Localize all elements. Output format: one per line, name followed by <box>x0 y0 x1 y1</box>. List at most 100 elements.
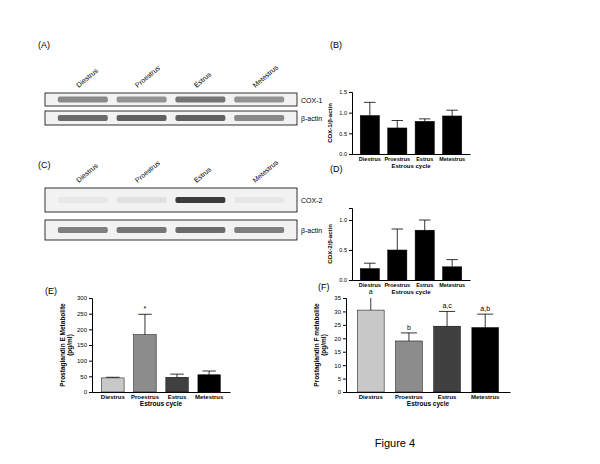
error-stem <box>209 371 210 375</box>
error-stem <box>369 102 370 115</box>
y-axis: 050100150200250300 <box>77 295 93 395</box>
tick-label: 0 <box>84 389 88 395</box>
bar <box>166 377 188 392</box>
blot-band <box>175 197 225 203</box>
error-bar <box>419 220 431 230</box>
x-axis-title: Estrous cycle <box>391 289 431 295</box>
x-tick: Metestrus <box>439 280 465 288</box>
y-tick: 35 <box>334 295 346 301</box>
blot-band <box>175 97 225 103</box>
blot-band <box>58 97 108 103</box>
tick-label: 0 <box>338 389 342 395</box>
tick-mark <box>349 250 352 251</box>
y-axis: 0.00.51.0 <box>339 209 352 284</box>
error-stem <box>144 314 145 334</box>
axis-line <box>343 299 347 393</box>
y-axis-title: COX-2/β-actin <box>327 224 333 264</box>
bar <box>443 267 462 280</box>
figure: (A)DiestrusProestrusEstrusMetestrusCOX-1… <box>0 0 600 464</box>
lane-label: Estrus <box>193 70 213 88</box>
tick-label: 5 <box>338 376 342 382</box>
blot-band <box>234 115 284 121</box>
panel-label: (E) <box>45 286 57 296</box>
y-tick: 300 <box>77 295 92 301</box>
plot-area <box>357 298 498 392</box>
x-axis: DiestrusProestrusEstrusMetestrus <box>353 154 471 162</box>
blot-band <box>117 97 167 103</box>
y-tick: 50 <box>80 374 92 380</box>
tick-label: 0.5 <box>339 131 347 137</box>
plot-area <box>360 102 462 154</box>
tick-mark <box>89 314 92 315</box>
blot-band <box>117 227 167 233</box>
panel-label: (F) <box>318 282 330 292</box>
error-cap <box>446 259 458 260</box>
lane-label: Diestrus <box>75 162 100 184</box>
panel-label: (B) <box>330 40 342 50</box>
blot-band <box>117 197 167 203</box>
tick-mark <box>343 298 346 299</box>
x-tick: Diestrus <box>101 392 126 400</box>
row-label: COX-1 <box>301 97 323 104</box>
tick-mark <box>343 379 346 380</box>
x-axis-title: Estrous cycle <box>140 400 183 408</box>
y-axis-title: Prostaglandin E Metabolite(pg/ml) <box>59 303 74 387</box>
chart-panel: aba,ca,b05101520253035DiestrusProestrusE… <box>313 288 511 408</box>
error-bar <box>446 260 458 267</box>
error-bar <box>401 333 417 341</box>
y-tick: 0.5 <box>339 131 352 137</box>
y-tick: 0.5 <box>339 247 352 253</box>
bar <box>396 341 423 392</box>
y-tick: 5 <box>338 376 346 382</box>
x-tick: Diestrus <box>359 392 384 400</box>
plot-area <box>360 220 462 280</box>
tick-mark <box>349 133 352 134</box>
axis-line <box>93 392 231 393</box>
y-axis-title-line: COX-2/β-actin <box>327 224 333 264</box>
x-tick: Diestrus <box>359 154 381 162</box>
tick-label: 30 <box>334 309 341 315</box>
x-axis-title: Estrous cycle <box>407 400 450 408</box>
error-cap <box>106 377 119 378</box>
bar <box>415 230 434 280</box>
error-bar <box>364 263 376 268</box>
y-tick: 15 <box>334 349 346 355</box>
chart-panel: 0.00.51.0DiestrusProestrusEstrusMetestru… <box>327 209 471 296</box>
axis-line <box>353 280 471 281</box>
tick-mark <box>343 365 346 366</box>
x-tick: Proestrus <box>384 280 410 288</box>
error-cap <box>419 118 431 119</box>
tick-label: Metestrus <box>439 156 465 162</box>
lane-label: Proestrus <box>134 159 162 184</box>
tick-label: Diestrus <box>359 156 381 162</box>
blot-band <box>117 115 167 121</box>
tick-mark <box>349 113 352 114</box>
tick-label: Metestrus <box>195 394 224 400</box>
bar-annotation: a <box>369 288 373 295</box>
y-axis-title: COX-1/β-actin <box>327 103 333 143</box>
bar <box>443 116 462 154</box>
tick-label: Estrus <box>416 282 433 288</box>
error-cap <box>170 374 183 375</box>
error-stem <box>408 333 409 341</box>
bar <box>357 310 384 392</box>
bar <box>388 250 407 280</box>
lane-label: Proestrus <box>134 64 162 89</box>
error-cap <box>392 229 404 230</box>
y-tick: 250 <box>77 311 92 317</box>
lane-label: Metestrus <box>251 63 279 88</box>
x-tick: Metestrus <box>195 392 224 400</box>
y-tick: 200 <box>77 327 92 333</box>
bar <box>360 116 379 154</box>
error-stem <box>370 298 371 310</box>
error-cap <box>392 120 404 121</box>
tick-label: 20 <box>334 336 341 342</box>
y-axis-title-line: (pg/ml) <box>320 334 328 356</box>
blot-band <box>234 197 284 203</box>
x-tick: Metestrus <box>439 154 465 162</box>
y-tick: 0.0 <box>339 151 352 157</box>
bar <box>102 378 124 392</box>
tick-mark <box>89 361 92 362</box>
tick-label: 0.5 <box>339 247 347 253</box>
y-axis: 0.00.51.01.5 <box>339 89 352 157</box>
